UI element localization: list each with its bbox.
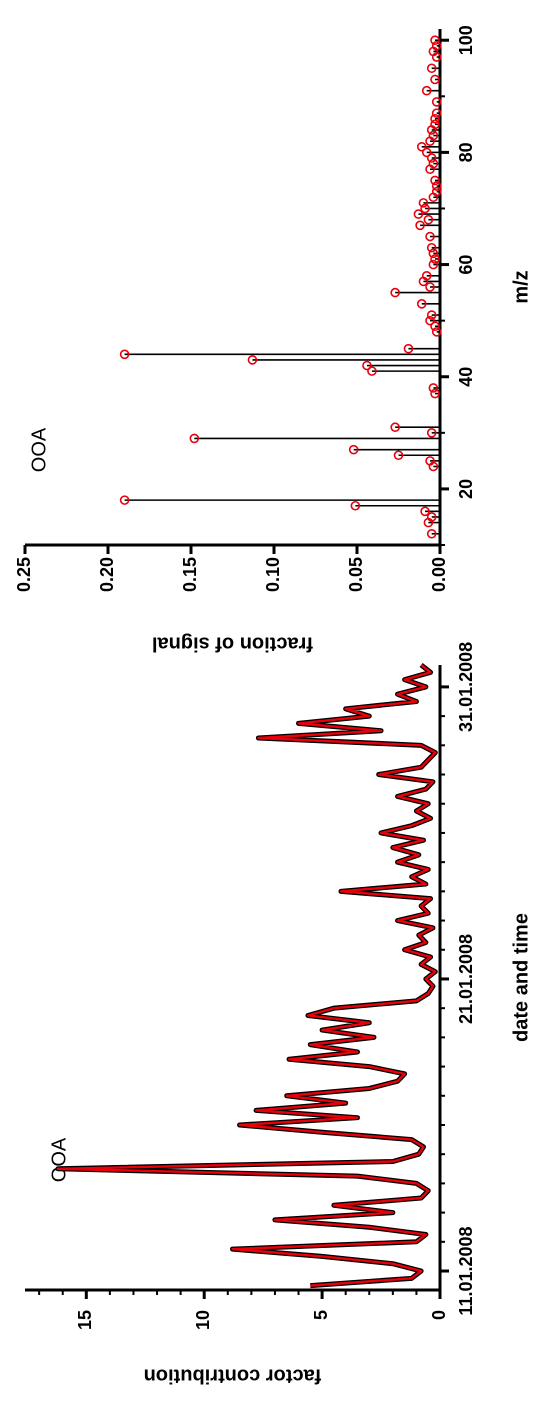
- stem-marker: [119, 349, 130, 360]
- stem-marker: [421, 85, 432, 96]
- stem-marker: [431, 186, 442, 197]
- stem-marker: [430, 74, 440, 85]
- y-tick-label: 0.25: [14, 557, 34, 592]
- stem-marker: [350, 500, 361, 511]
- x-tick-label: 80: [456, 142, 476, 162]
- annotation: OOA: [48, 1137, 70, 1182]
- stem-marker: [431, 108, 442, 118]
- stem-marker: [425, 456, 435, 466]
- x-axis-title: m/z: [510, 270, 532, 303]
- stem-marker: [415, 220, 425, 231]
- stem-marker: [428, 259, 439, 270]
- stem-marker: [430, 388, 440, 399]
- stem-marker: [425, 282, 435, 292]
- stem-marker: [420, 203, 430, 214]
- stem-marker: [426, 310, 437, 320]
- stem-marker: [430, 35, 440, 46]
- stem-marker: [426, 428, 437, 438]
- stem-marker: [428, 158, 439, 169]
- y-tick-label: 10: [193, 1310, 213, 1330]
- stem-marker: [403, 343, 414, 354]
- stem-marker: [416, 141, 427, 152]
- y-tick-label: 0: [429, 1310, 449, 1320]
- y-axis-title: factor contribution: [144, 1365, 322, 1387]
- x-tick-label: 60: [456, 255, 476, 275]
- stem-marker: [348, 444, 359, 455]
- stem-marker: [247, 355, 258, 365]
- stem-marker: [119, 495, 130, 505]
- stem-marker: [423, 214, 434, 225]
- stem-marker: [426, 63, 437, 74]
- x-tick-label: 100: [456, 25, 476, 55]
- stem-marker: [426, 512, 437, 522]
- y-axis-title: fraction of signal: [152, 633, 313, 655]
- y-tick-label: 0.05: [346, 557, 366, 592]
- x-tick-label: 20: [456, 479, 476, 499]
- stem-marker: [430, 254, 440, 264]
- x-axis-title: date and time: [510, 913, 532, 1042]
- y-tick-label: 0.20: [97, 557, 117, 592]
- x-tick-label: 31.01.2008: [456, 642, 476, 732]
- x-tick-label: 21.01.2008: [456, 934, 476, 1024]
- y-tick-label: 5: [311, 1310, 331, 1320]
- stem-marker: [430, 321, 440, 332]
- stem-marker: [426, 153, 437, 163]
- stem-marker: [420, 506, 430, 517]
- rotated-figure: 0 5 10 15 11.01.2008 21.01.2008 31.01.2008 date…: [14, 25, 533, 1387]
- annotation: OOA: [28, 427, 50, 472]
- stem-marker: [430, 113, 440, 124]
- x-tick-label: 40: [456, 367, 476, 387]
- stem-marker: [428, 248, 439, 259]
- y-tick-label: 0.00: [429, 557, 449, 592]
- stem-marker: [390, 287, 400, 298]
- stem-marker: [425, 315, 435, 326]
- stem-marker: [189, 433, 200, 444]
- stem-marker: [426, 528, 437, 539]
- stem-marker: [413, 209, 424, 219]
- stem-marker: [367, 366, 377, 376]
- stem-marker: [393, 450, 404, 461]
- stem-marker: [421, 147, 432, 158]
- stem-marker: [431, 41, 442, 51]
- stem-marker: [421, 270, 432, 281]
- stem-marker: [425, 231, 435, 242]
- stem-marker: [426, 242, 437, 253]
- stem-marker: [416, 299, 427, 309]
- stem-marker: [390, 422, 400, 433]
- x-tick-label: 11.01.2008: [456, 1226, 476, 1315]
- y-tick-label: 0.10: [263, 557, 283, 592]
- stem-marker: [431, 97, 442, 107]
- series-line-outline: [55, 663, 438, 1289]
- stem-marker: [428, 130, 439, 141]
- stem-marker: [430, 175, 440, 186]
- y-tick-label: 0.15: [180, 557, 200, 592]
- stem-marker: [431, 181, 442, 191]
- stem-marker: [428, 383, 439, 393]
- y-tick-label: 15: [75, 1310, 95, 1330]
- stem-marker: [430, 119, 440, 130]
- stem-marker: [418, 198, 429, 208]
- stem-marker: [362, 360, 372, 371]
- stem-marker: [431, 327, 442, 337]
- series-line: [56, 664, 437, 1287]
